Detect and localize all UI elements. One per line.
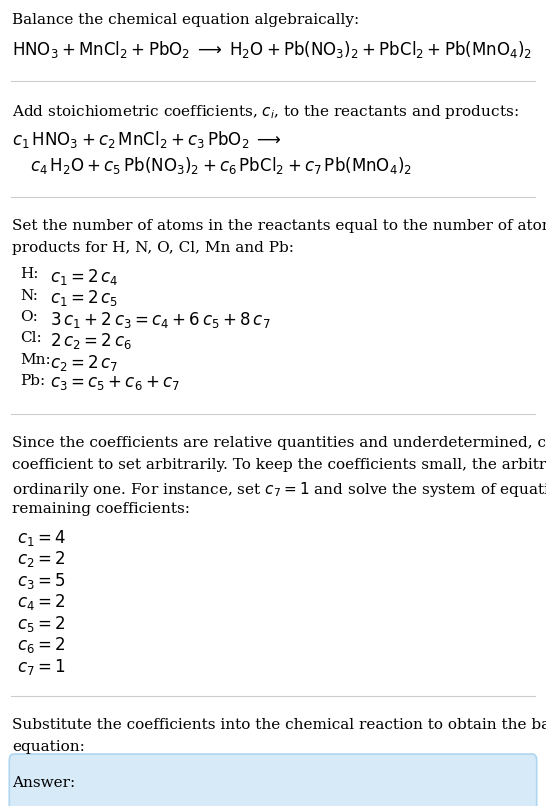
Text: $c_2 = 2$: $c_2 = 2$ (17, 550, 66, 570)
Text: Substitute the coefficients into the chemical reaction to obtain the balanced: Substitute the coefficients into the che… (12, 718, 546, 733)
Text: Set the number of atoms in the reactants equal to the number of atoms in the: Set the number of atoms in the reactants… (12, 219, 546, 233)
Text: Balance the chemical equation algebraically:: Balance the chemical equation algebraica… (12, 13, 359, 27)
Text: Cl:: Cl: (20, 331, 41, 346)
Text: $c_1 = 2\,c_5$: $c_1 = 2\,c_5$ (50, 289, 118, 309)
Text: N:: N: (20, 289, 38, 302)
Text: $c_3 = 5$: $c_3 = 5$ (17, 571, 66, 591)
Text: Pb:: Pb: (20, 375, 45, 388)
Text: $c_4\,\mathrm{H_2O} + c_5\,\mathrm{Pb(NO_3)_2} + c_6\,\mathrm{PbCl_2} + c_7\,\ma: $c_4\,\mathrm{H_2O} + c_5\,\mathrm{Pb(NO… (30, 155, 412, 176)
Text: H:: H: (20, 267, 39, 281)
Text: $c_5 = 2$: $c_5 = 2$ (17, 614, 66, 634)
Text: Answer:: Answer: (12, 776, 75, 791)
Text: $3\,c_1 + 2\,c_3 = c_4 + 6\,c_5 + 8\,c_7$: $3\,c_1 + 2\,c_3 = c_4 + 6\,c_5 + 8\,c_7… (50, 310, 271, 330)
Text: Since the coefficients are relative quantities and underdetermined, choose a: Since the coefficients are relative quan… (12, 436, 546, 450)
Text: $\mathrm{HNO_3 + MnCl_2 + PbO_2 \;\longrightarrow\; H_2O + Pb(NO_3)_2 + PbCl_2 +: $\mathrm{HNO_3 + MnCl_2 + PbO_2 \;\longr… (12, 39, 532, 60)
Text: $c_1\,\mathrm{HNO_3} + c_2\,\mathrm{MnCl_2} + c_3\,\mathrm{PbO_2} \;\longrightar: $c_1\,\mathrm{HNO_3} + c_2\,\mathrm{MnCl… (12, 129, 282, 150)
Text: $c_1 = 4$: $c_1 = 4$ (17, 528, 66, 548)
Text: equation:: equation: (12, 741, 85, 754)
Text: Mn:: Mn: (20, 353, 51, 367)
Text: O:: O: (20, 310, 38, 324)
Text: Add stoichiometric coefficients, $c_i$, to the reactants and products:: Add stoichiometric coefficients, $c_i$, … (12, 103, 519, 121)
Text: $c_2 = 2\,c_7$: $c_2 = 2\,c_7$ (50, 353, 118, 373)
Text: $c_6 = 2$: $c_6 = 2$ (17, 635, 66, 655)
Text: remaining coefficients:: remaining coefficients: (12, 502, 190, 516)
Text: $c_1 = 2\,c_4$: $c_1 = 2\,c_4$ (50, 267, 118, 287)
Text: ordinarily one. For instance, set $c_7 = 1$ and solve the system of equations fo: ordinarily one. For instance, set $c_7 =… (12, 480, 546, 499)
Text: coefficient to set arbitrarily. To keep the coefficients small, the arbitrary va: coefficient to set arbitrarily. To keep … (12, 458, 546, 472)
FancyBboxPatch shape (9, 754, 537, 806)
Text: $c_7 = 1$: $c_7 = 1$ (17, 657, 66, 677)
Text: $c_3 = c_5 + c_6 + c_7$: $c_3 = c_5 + c_6 + c_7$ (50, 375, 180, 393)
Text: products for H, N, O, Cl, Mn and Pb:: products for H, N, O, Cl, Mn and Pb: (12, 241, 294, 255)
Text: $2\,c_2 = 2\,c_6$: $2\,c_2 = 2\,c_6$ (50, 331, 132, 351)
Text: $c_4 = 2$: $c_4 = 2$ (17, 592, 66, 613)
